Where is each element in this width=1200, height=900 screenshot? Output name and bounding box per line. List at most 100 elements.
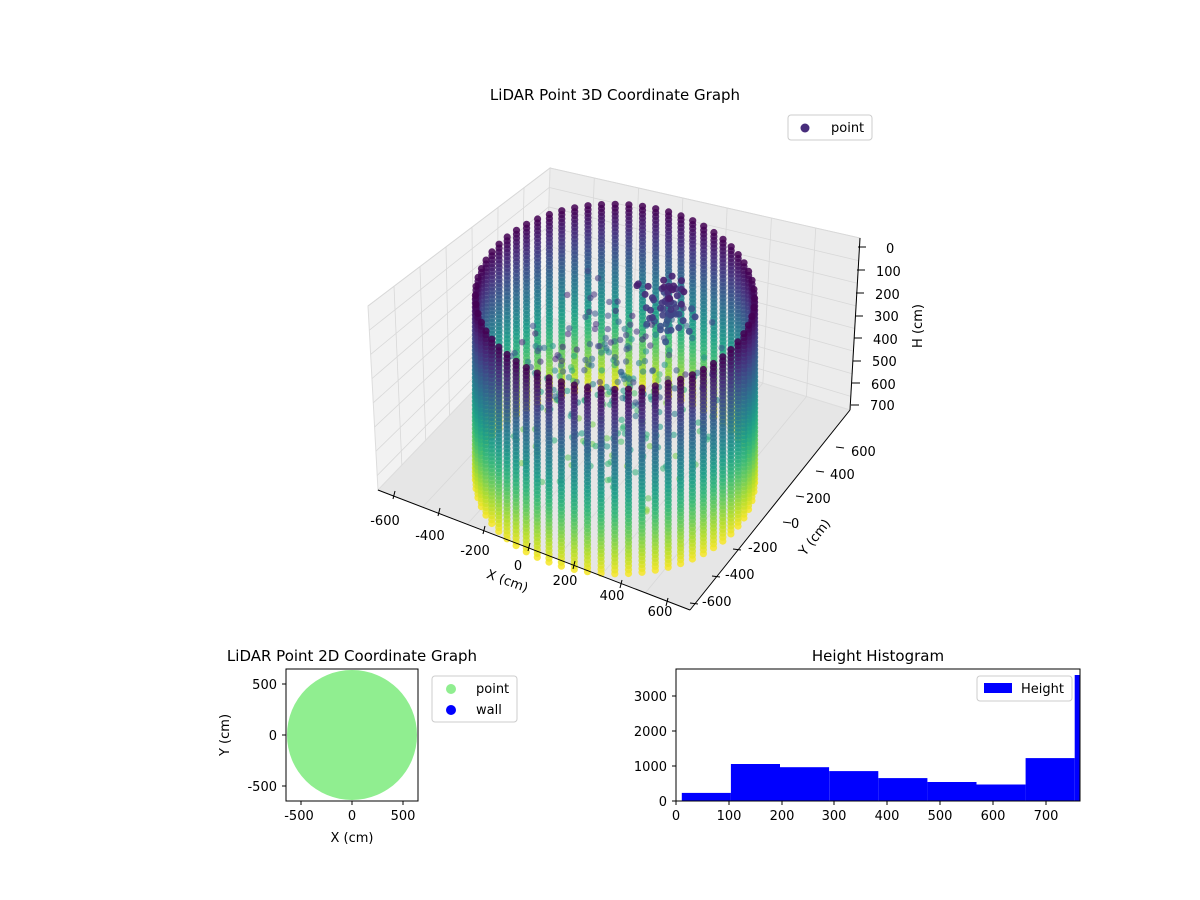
point-3d — [584, 202, 592, 210]
legend-label-height: Height — [1021, 682, 1064, 697]
plot2d-point-disc — [287, 670, 417, 800]
z3d-tick: 100 — [876, 265, 901, 280]
point-3d — [689, 217, 697, 225]
point-3d — [597, 201, 606, 209]
x3d-tick: -200 — [460, 544, 490, 559]
point-3d — [668, 272, 676, 280]
point-3d — [659, 311, 667, 319]
point-3d — [639, 368, 647, 375]
hist-x-tick: 600 — [981, 809, 1006, 824]
point-3d — [559, 368, 567, 375]
point-3d — [718, 344, 725, 352]
y3d-tick: 200 — [806, 492, 831, 507]
point-3d — [590, 291, 598, 298]
x3d-tick: -600 — [370, 514, 400, 529]
histogram-legend: Height — [976, 675, 1073, 702]
point-3d — [564, 330, 572, 338]
hist-y-tick: 0 — [659, 795, 667, 810]
hist-x-tick: 0 — [672, 809, 680, 824]
point-3d — [604, 460, 612, 467]
point-3d — [665, 208, 673, 216]
z3d-tick: 300 — [874, 310, 899, 325]
point-3d — [591, 325, 599, 333]
histogram-bar — [829, 771, 879, 801]
point-3d — [613, 359, 620, 366]
point-3d — [646, 442, 654, 450]
point-3d — [667, 326, 675, 334]
legend-label-point: point — [831, 121, 864, 136]
plot3d-xlabel: X (cm) — [484, 567, 530, 596]
point-3d — [581, 367, 588, 374]
z3d-tick: 700 — [870, 399, 895, 414]
point-3d — [564, 454, 572, 461]
x3d-tick: 200 — [553, 574, 578, 589]
point-3d — [652, 331, 659, 339]
point-3d — [488, 248, 496, 256]
point-3d — [558, 207, 566, 215]
point-3d — [635, 359, 643, 367]
histogram-bars — [681, 675, 1080, 801]
point-3d — [598, 367, 605, 374]
hist-y-tick: 3000 — [634, 690, 667, 705]
point-3d — [642, 348, 650, 355]
point-3d — [744, 321, 753, 329]
point-3d — [623, 331, 630, 339]
point-3d — [592, 442, 599, 450]
point-3d — [630, 379, 637, 386]
histogram-bar — [681, 792, 731, 801]
point-3d — [734, 251, 742, 259]
point-3d — [657, 326, 664, 334]
point-3d — [541, 344, 548, 351]
point-3d — [556, 372, 563, 380]
point-3d — [545, 210, 554, 219]
plot3d-y-ticks: -600 -400 -200 0 200 400 600 — [689, 445, 876, 610]
point-3d — [583, 383, 592, 392]
point-3d — [648, 321, 655, 328]
point-3d — [512, 357, 520, 365]
point-3d — [482, 256, 490, 264]
point-3d — [477, 318, 485, 326]
point-3d — [534, 215, 542, 223]
point-3d — [624, 385, 633, 393]
plot3d-z-axis-line — [849, 237, 861, 411]
point-3d — [568, 367, 576, 374]
point-3d — [627, 321, 634, 328]
legend-marker-point — [446, 684, 456, 694]
point-3d — [700, 222, 708, 230]
point-3d — [471, 291, 479, 299]
grid-line — [762, 217, 772, 384]
point-3d — [641, 290, 649, 298]
point-3d — [512, 226, 521, 234]
grid-line — [419, 266, 427, 441]
point-3d — [685, 327, 693, 335]
grid-line — [545, 303, 851, 397]
point-3d — [708, 319, 716, 326]
point-3d — [532, 330, 539, 337]
point-3d — [488, 335, 496, 343]
point-3d — [748, 276, 756, 284]
plot3d-x-axis-line — [377, 489, 691, 611]
point-3d — [598, 349, 605, 356]
point-3d — [652, 205, 660, 213]
point-3d — [629, 312, 636, 319]
x3d-tick: 400 — [600, 589, 625, 604]
hist-x-tick: 200 — [770, 809, 795, 824]
point-3d — [727, 346, 735, 354]
plot3d-title: LiDAR Point 3D Coordinate Graph — [490, 86, 740, 104]
y2d-tick: 500 — [252, 678, 277, 693]
point-3d — [745, 267, 753, 275]
point-3d — [682, 371, 689, 378]
point-3d — [691, 313, 699, 321]
point-3d — [617, 438, 625, 445]
point-3d — [603, 345, 610, 352]
y3d-tick: -600 — [702, 595, 732, 610]
z3d-tick: 200 — [875, 288, 900, 303]
grid-line — [520, 187, 525, 341]
point-3d — [519, 339, 526, 346]
point-3d — [606, 298, 613, 306]
plot3d-z-ticks: 0 100 200 300 400 500 600 700 — [851, 242, 901, 414]
point-3d — [638, 384, 646, 392]
point-3d — [621, 325, 628, 333]
x3d-tick: 0 — [514, 559, 522, 574]
